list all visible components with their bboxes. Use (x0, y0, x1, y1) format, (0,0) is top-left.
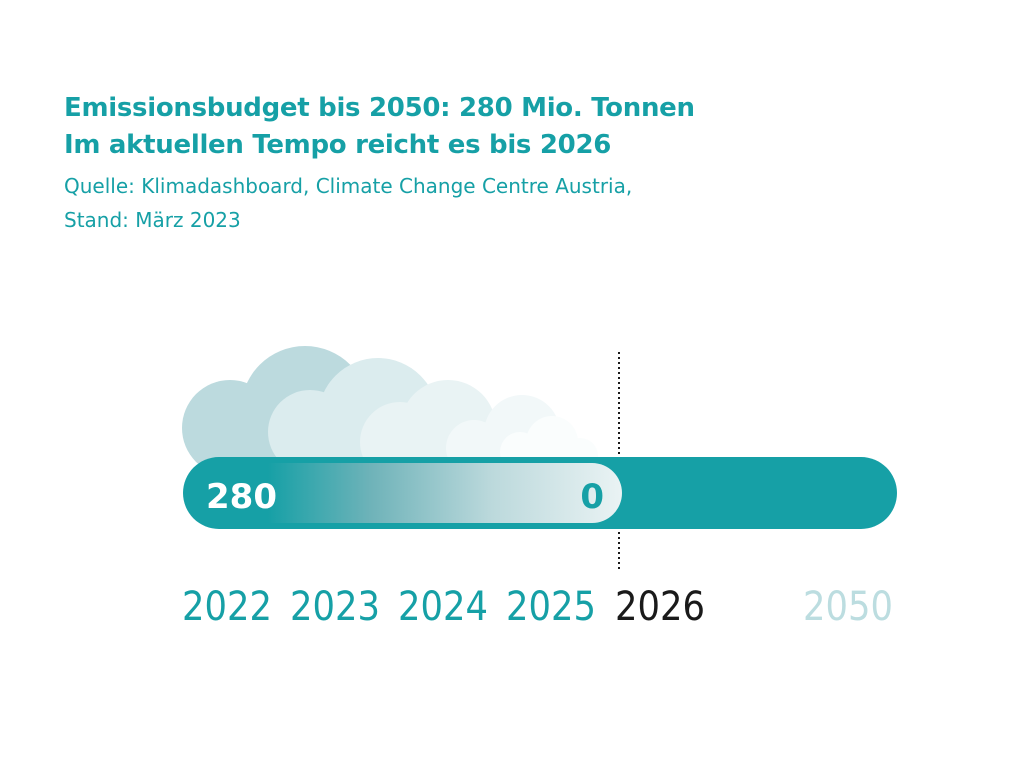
year-label-2026: 2026 (615, 584, 705, 630)
year-label-2024: 2024 (398, 584, 488, 630)
chart-source: Quelle: Klimadashboard, Climate Change C… (64, 169, 964, 237)
chart-title: Emissionsbudget bis 2050: 280 Mio. Tonne… (64, 90, 964, 164)
budget-start-label: 280 (206, 477, 277, 517)
remaining-budget-bar (190, 463, 622, 523)
title-line-1: Emissionsbudget bis 2050: 280 Mio. Tonne… (64, 93, 695, 123)
source-line-2: Stand: März 2023 (64, 208, 241, 232)
title-line-2: Im aktuellen Tempo reicht es bis 2026 (64, 130, 612, 160)
year-label-2023: 2023 (290, 584, 380, 630)
year-label-2025: 2025 (506, 584, 596, 630)
year-label-2022: 2022 (182, 584, 272, 630)
chart-header: Emissionsbudget bis 2050: 280 Mio. Tonne… (64, 90, 964, 237)
year-axis: 2022 2023 2024 2025 2026 2050 (182, 584, 893, 630)
year-label-2050: 2050 (803, 584, 893, 630)
budget-end-label: 0 (580, 477, 604, 517)
source-line-1: Quelle: Klimadashboard, Climate Change C… (64, 174, 633, 198)
